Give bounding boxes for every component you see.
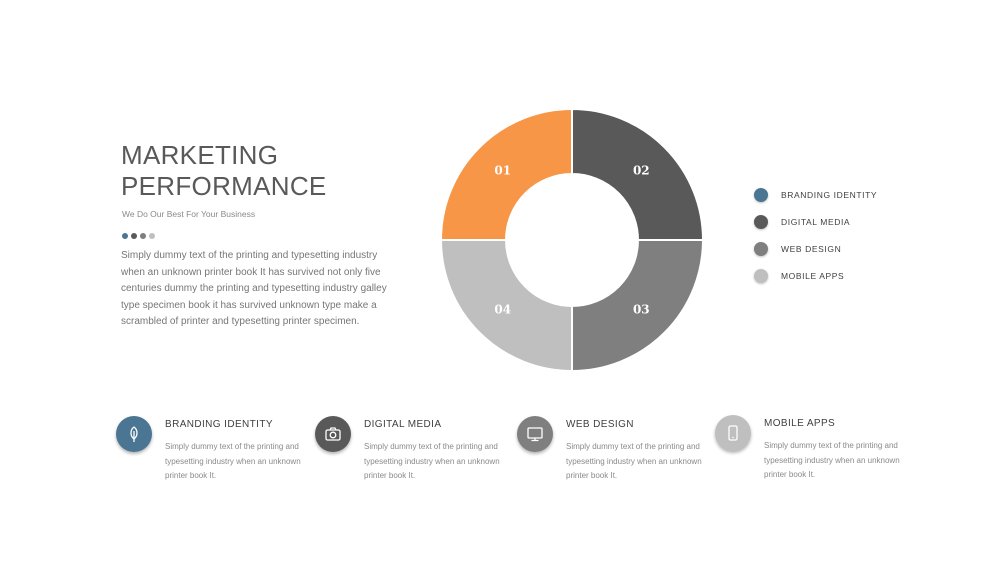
feature-title: WEB DESIGN — [566, 419, 634, 430]
monitor-icon — [527, 427, 543, 442]
feature-text: Simply dummy text of the printing and ty… — [566, 442, 702, 480]
feature-icon-circle — [315, 416, 351, 452]
legend-label: DIGITAL MEDIA — [781, 216, 851, 227]
feature-text: Simply dummy text of the printing and ty… — [764, 441, 900, 479]
feature-title: MOBILE APPS — [764, 418, 836, 429]
title-line-2: PERFORMANCE — [121, 171, 327, 201]
legend-item-branding: BRANDING IDENTITY — [754, 181, 954, 208]
feature-web-design: WEB DESIGN Simply dummy text of the prin… — [517, 414, 717, 494]
donut-segment-02 — [571, 107, 705, 241]
donut-chart: 02 03 04 01 — [439, 107, 705, 373]
description-text: Simply dummy text of the printing and ty… — [121, 250, 387, 328]
donut-segment-03 — [571, 239, 705, 373]
legend-dot — [754, 214, 768, 229]
camera-icon — [325, 427, 341, 441]
feature-icon-circle — [715, 415, 751, 451]
legend-dot — [754, 268, 768, 283]
mobile-phone-icon — [728, 425, 738, 441]
legend-item-mobile-apps: MOBILE APPS — [754, 262, 954, 289]
donut-label-04: 04 — [494, 302, 511, 316]
legend-label: MOBILE APPS — [781, 270, 845, 281]
donut-label-02: 02 — [633, 164, 650, 178]
dot-1 — [122, 233, 128, 239]
leaf-icon — [130, 426, 138, 442]
feature-icon-circle — [116, 416, 152, 452]
dot-4 — [149, 233, 155, 239]
page-subtitle: We Do Our Best For Your Business — [122, 209, 256, 219]
legend-item-digital-media: DIGITAL MEDIA — [754, 208, 954, 235]
title-line-1: MARKETING — [121, 140, 279, 170]
feature-text: Simply dummy text of the printing and ty… — [364, 442, 500, 480]
donut-segment-04 — [439, 239, 573, 373]
feature-title: BRANDING IDENTITY — [165, 419, 273, 430]
legend-label: BRANDING IDENTITY — [781, 189, 878, 200]
legend-item-web-design: WEB DESIGN — [754, 235, 954, 262]
legend-dot — [754, 241, 768, 256]
feature-branding-identity: BRANDING IDENTITY Simply dummy text of t… — [116, 414, 316, 494]
feature-icon-circle — [517, 416, 553, 452]
feature-title: DIGITAL MEDIA — [364, 419, 442, 430]
dot-3 — [140, 233, 146, 239]
donut-label-01: 01 — [494, 164, 511, 178]
legend-dot — [754, 187, 768, 202]
dot-2 — [131, 233, 137, 239]
donut-label-03: 03 — [633, 302, 650, 316]
decorative-dots — [122, 226, 158, 239]
feature-digital-media: DIGITAL MEDIA Simply dummy text of the p… — [315, 414, 515, 494]
feature-text: Simply dummy text of the printing and ty… — [165, 442, 301, 480]
legend-label: WEB DESIGN — [781, 243, 842, 254]
feature-mobile-apps: MOBILE APPS Simply dummy text of the pri… — [715, 413, 915, 493]
donut-segment-01 — [439, 107, 573, 241]
legend: BRANDING IDENTITY DIGITAL MEDIA WEB DESI… — [754, 181, 954, 289]
page-title: MARKETING PERFORMANCE — [121, 140, 421, 202]
